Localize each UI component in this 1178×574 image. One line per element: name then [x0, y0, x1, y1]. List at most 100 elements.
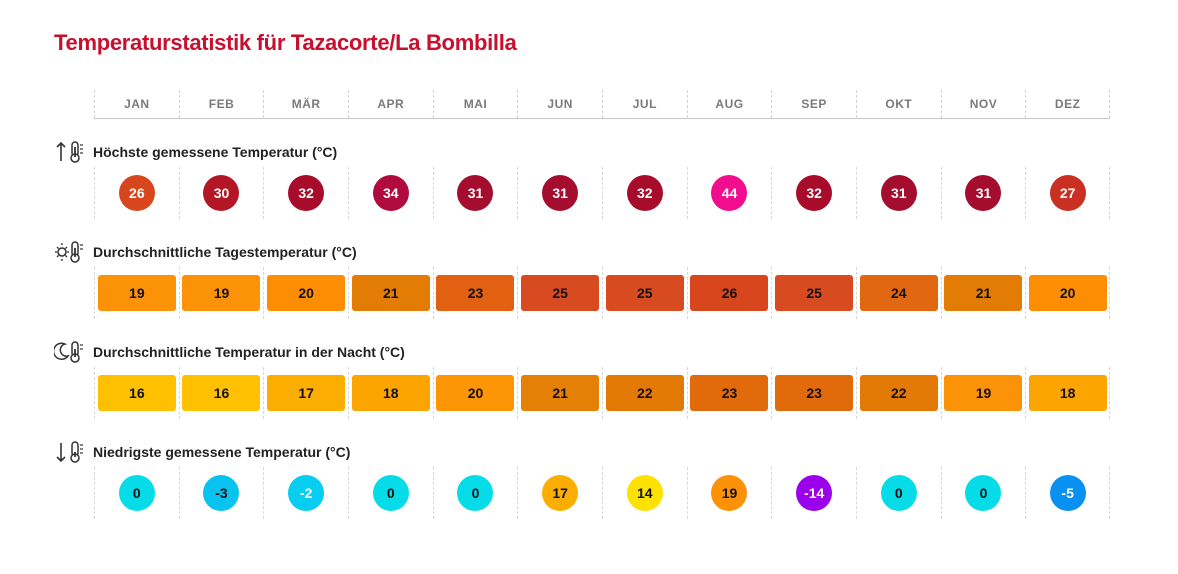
month-header-cell: SEP	[771, 90, 856, 118]
month-cell: 21	[517, 367, 602, 419]
day-value-bar: 19	[97, 275, 176, 311]
row-max: 26 30 32 34 31 31 32 44 32 31 31 27	[94, 167, 1110, 219]
month-cell: 25	[517, 267, 602, 319]
month-cell: 14	[601, 467, 687, 519]
section-title-day: Durchschnittliche Tagestemperatur (°C)	[93, 244, 357, 260]
section-title-night: Durchschnittliche Temperatur in der Nach…	[93, 344, 405, 360]
day-value-bar: 19	[182, 275, 261, 311]
month-cell: 31	[432, 167, 518, 219]
month-cell: 21	[940, 267, 1026, 319]
month-cell: 17	[263, 367, 348, 419]
month-cell: 0	[940, 467, 1026, 519]
max-value-circle: 31	[542, 175, 579, 211]
day-value-bar: 20	[1028, 275, 1107, 311]
month-header-cell: AUG	[686, 90, 772, 118]
night-value-bar: 18	[1028, 375, 1107, 411]
section-label-min: Niedrigste gemessene Temperatur (°C)	[54, 440, 350, 464]
month-cell: -5	[1025, 467, 1110, 519]
month-cell: 20	[432, 367, 518, 419]
section-title-min: Niedrigste gemessene Temperatur (°C)	[93, 444, 351, 460]
day-value-bar: 25	[775, 275, 854, 311]
min-value-circle: 0	[457, 475, 494, 511]
min-value-circle: 0	[880, 475, 917, 511]
month-header-cell: FEB	[178, 90, 264, 118]
max-value-circle: 44	[711, 175, 748, 211]
month-cell: 23	[686, 367, 772, 419]
section-label-night: Durchschnittliche Temperatur in der Nach…	[54, 340, 405, 364]
month-cell: 0	[347, 467, 433, 519]
month-cell: 34	[347, 167, 433, 219]
min-value-circle: 0	[965, 475, 1002, 511]
min-value-circle: 0	[372, 475, 409, 511]
month-cell: 24	[855, 267, 941, 319]
thermometer-down-icon	[54, 440, 88, 464]
section-title-max: Höchste gemessene Temperatur (°C)	[93, 144, 338, 160]
month-header-cell: JAN	[94, 90, 179, 118]
month-cell: -14	[771, 467, 856, 519]
month-cell: 25	[601, 267, 687, 319]
month-cell: 16	[178, 367, 264, 419]
month-cell: 25	[771, 267, 856, 319]
max-value-circle: 30	[203, 175, 240, 211]
month-row: JAN FEB MÄR APR MAI JUN JUL AUG SEP OKT NOV DEZ	[94, 90, 1110, 119]
row-day: 19 19 20 21 23 25 25 26 25 24 21 20	[94, 267, 1110, 319]
row-min: 0 -3 -2 0 0 17 14 19 -14 0 0 -5	[94, 467, 1110, 519]
night-value-bar: 23	[775, 375, 854, 411]
month-cell: 31	[855, 167, 941, 219]
month-cell: -3	[178, 467, 264, 519]
max-value-circle: 34	[372, 175, 409, 211]
month-cell: 19	[178, 267, 264, 319]
min-value-circle: -3	[203, 475, 240, 511]
month-cell: 31	[517, 167, 602, 219]
month-cell: 32	[601, 167, 687, 219]
night-value-bar: 23	[690, 375, 769, 411]
day-value-bar: 21	[351, 275, 430, 311]
month-cell: -2	[263, 467, 348, 519]
moon-thermometer-icon	[54, 340, 88, 364]
month-cell: 44	[686, 167, 772, 219]
month-header-cell: MAI	[432, 90, 518, 118]
section-label-day: Durchschnittliche Tagestemperatur (°C)	[54, 240, 357, 264]
month-cell: 19	[940, 367, 1026, 419]
night-value-bar: 17	[267, 375, 346, 411]
max-value-circle: 32	[288, 175, 325, 211]
max-value-circle: 32	[626, 175, 663, 211]
month-cell: 22	[855, 367, 941, 419]
month-cell: 26	[94, 167, 179, 219]
night-value-bar: 22	[605, 375, 684, 411]
month-cell: 23	[771, 367, 856, 419]
day-value-bar: 20	[267, 275, 346, 311]
month-cell: 27	[1025, 167, 1110, 219]
max-value-circle: 31	[965, 175, 1002, 211]
month-cell: 20	[1025, 267, 1110, 319]
month-cell: 26	[686, 267, 772, 319]
month-header-cell: MÄR	[263, 90, 348, 118]
month-cell: 32	[771, 167, 856, 219]
month-cell: 30	[178, 167, 264, 219]
month-cell: 31	[940, 167, 1026, 219]
page-title: Temperaturstatistik für Tazacorte/La Bom…	[54, 30, 517, 55]
day-value-bar: 23	[436, 275, 515, 311]
night-value-bar: 16	[97, 375, 176, 411]
month-header-cell: DEZ	[1025, 90, 1110, 118]
month-header-cell: OKT	[855, 90, 941, 118]
night-value-bar: 20	[436, 375, 515, 411]
night-value-bar: 22	[859, 375, 938, 411]
month-cell: 0	[855, 467, 941, 519]
month-header-cell: JUL	[601, 90, 687, 118]
max-value-circle: 31	[880, 175, 917, 211]
month-header: JAN FEB MÄR APR MAI JUN JUL AUG SEP OKT NOV DEZ	[94, 90, 1110, 119]
thermometer-up-icon	[54, 140, 88, 164]
min-value-circle: 0	[118, 475, 155, 511]
row-night: 16 16 17 18 20 21 22 23 23 22 19 18	[94, 367, 1110, 419]
month-header-cell: JUN	[517, 90, 602, 118]
min-value-circle: -14	[796, 475, 833, 511]
day-value-bar: 21	[944, 275, 1023, 311]
month-cell: 19	[686, 467, 772, 519]
section-label-max: Höchste gemessene Temperatur (°C)	[54, 140, 337, 164]
month-cell: 0	[94, 467, 179, 519]
month-cell: 23	[432, 267, 518, 319]
month-cell: 20	[263, 267, 348, 319]
min-value-circle: 17	[542, 475, 579, 511]
day-value-bar: 24	[859, 275, 938, 311]
